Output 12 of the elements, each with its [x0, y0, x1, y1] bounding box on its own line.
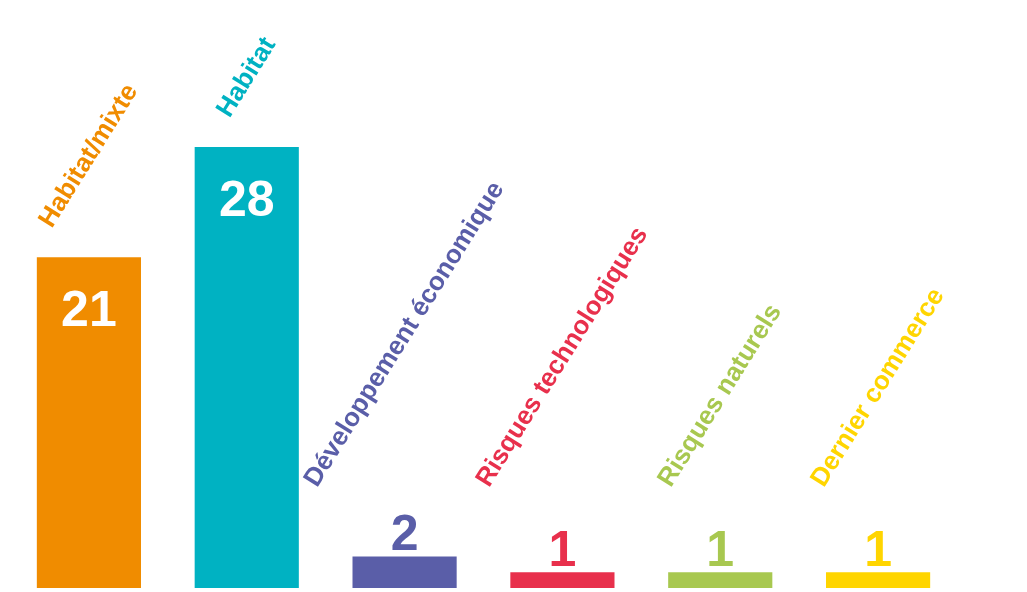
- bar: [668, 572, 773, 588]
- bar: [352, 556, 457, 588]
- data-label: 1: [706, 521, 735, 578]
- bar: [510, 572, 615, 588]
- bar: [194, 146, 299, 588]
- bar: [36, 257, 141, 588]
- data-label: 1: [548, 521, 577, 578]
- bar: [826, 572, 931, 588]
- data-label: 28: [218, 170, 275, 227]
- data-label: 21: [61, 280, 117, 337]
- data-label: 1: [864, 521, 892, 578]
- data-label: 2: [390, 505, 419, 562]
